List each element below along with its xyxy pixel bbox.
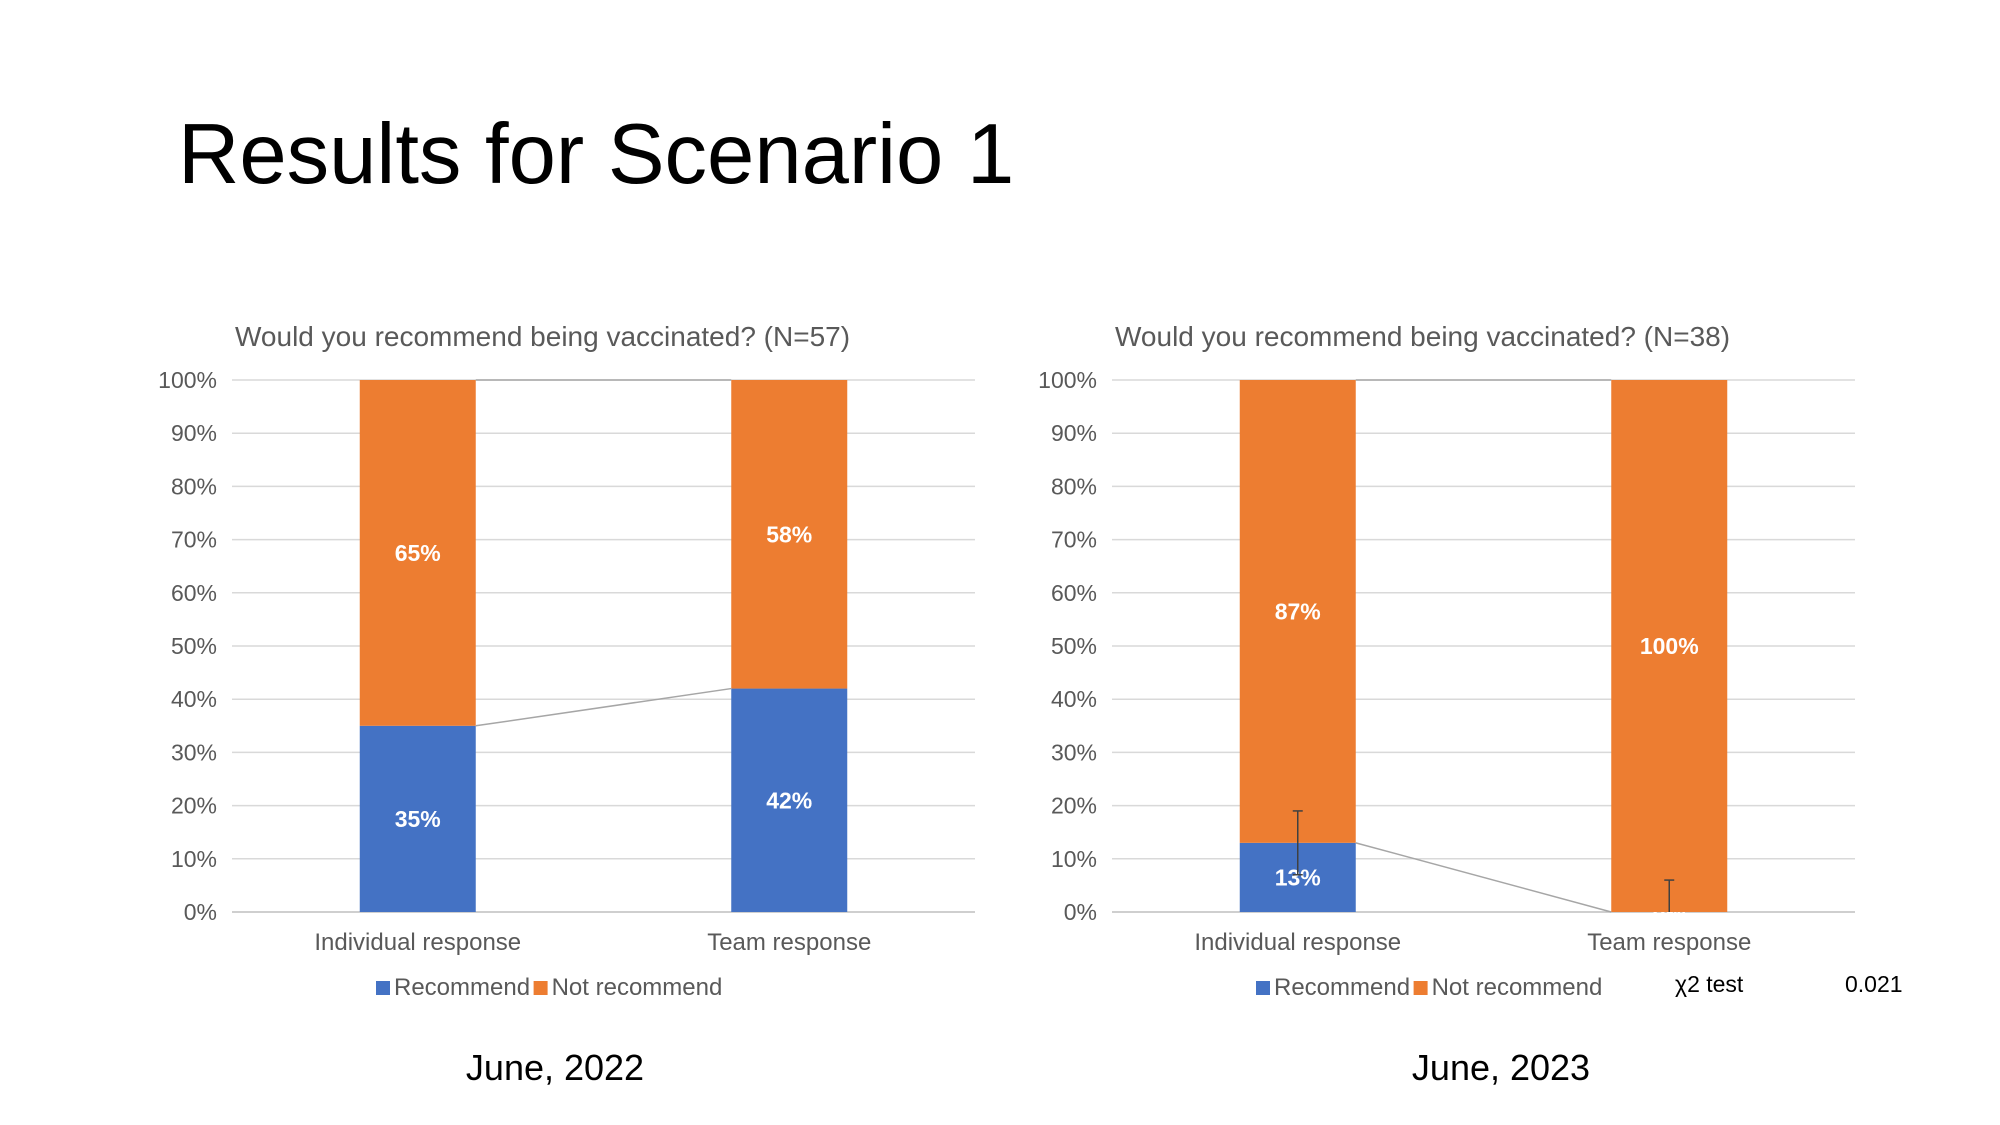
y-tick-label: 30%: [1051, 739, 1097, 765]
y-tick-label: 0%: [1064, 899, 1097, 925]
y-tick-label: 60%: [1051, 580, 1097, 606]
page-title: Results for Scenario 1: [178, 107, 1015, 202]
bar-not-recommend-team-response: [731, 380, 848, 689]
y-tick-label: 70%: [171, 527, 217, 553]
caption-june-2022: June, 2022: [465, 1047, 645, 1088]
bar-not-recommend-individual-response: [359, 380, 476, 726]
y-tick-label: 90%: [171, 420, 217, 446]
data-label: 42%: [766, 787, 812, 813]
legend-label-recommend: Recommend: [1274, 974, 1410, 1001]
y-tick-label: 10%: [1051, 846, 1097, 872]
series-line: [475, 687, 732, 727]
y-tick-label: 0%: [184, 899, 217, 925]
y-tick-label: 100%: [1038, 367, 1097, 393]
y-tick-label: 20%: [1051, 793, 1097, 819]
y-tick-label: 20%: [171, 793, 217, 819]
legend-swatch-not-recommend: [1413, 981, 1428, 995]
y-tick-label: 80%: [1051, 473, 1097, 499]
legend-swatch-not-recommend: [533, 981, 548, 995]
y-tick-label: 50%: [1051, 633, 1097, 659]
bar-not-recommend-team-response: [1611, 380, 1728, 912]
y-tick-label: 10%: [171, 846, 217, 872]
y-tick-label: 60%: [171, 580, 217, 606]
caption-june-2023: June, 2023: [1411, 1047, 1591, 1088]
chi-square-value: 0.021: [1845, 971, 1903, 997]
chi-square-label: χ2 test: [1675, 971, 1744, 997]
y-tick-label: 30%: [171, 739, 217, 765]
series-line: [1355, 842, 1612, 913]
bar-recommend-individual-response: [359, 725, 476, 912]
chart-title: Would you recommend being vaccinated? (N…: [235, 321, 850, 352]
data-label: 87%: [1275, 598, 1321, 624]
y-tick-label: 90%: [1051, 420, 1097, 446]
legend-label-not-recommend: Not recommend: [1432, 974, 1603, 1001]
chart-title: Would you recommend being vaccinated? (N…: [1115, 321, 1730, 352]
category-label: Individual response: [1194, 929, 1401, 956]
category-label: Team response: [1587, 929, 1751, 956]
legend-label-not-recommend: Not recommend: [552, 974, 723, 1001]
legend-swatch-recommend: [1256, 981, 1270, 995]
bar-recommend-team-response: [731, 688, 848, 912]
category-label: Individual response: [314, 929, 521, 956]
y-tick-label: 70%: [1051, 527, 1097, 553]
y-tick-label: 100%: [158, 367, 217, 393]
chart-june-2022: Would you recommend being vaccinated? (N…: [158, 321, 975, 1001]
legend-label-recommend: Recommend: [394, 974, 530, 1001]
category-label: Team response: [707, 929, 871, 956]
data-label: 58%: [766, 521, 812, 547]
y-tick-label: 80%: [171, 473, 217, 499]
data-label: 65%: [395, 540, 441, 566]
data-label: 100%: [1640, 633, 1699, 659]
y-tick-label: 40%: [171, 686, 217, 712]
legend-swatch-recommend: [376, 981, 390, 995]
data-label: 35%: [395, 806, 441, 832]
bar-not-recommend-individual-response: [1239, 380, 1356, 843]
y-tick-label: 40%: [1051, 686, 1097, 712]
y-tick-label: 50%: [171, 633, 217, 659]
chart-june-2023: Would you recommend being vaccinated? (N…: [1038, 321, 1855, 1001]
